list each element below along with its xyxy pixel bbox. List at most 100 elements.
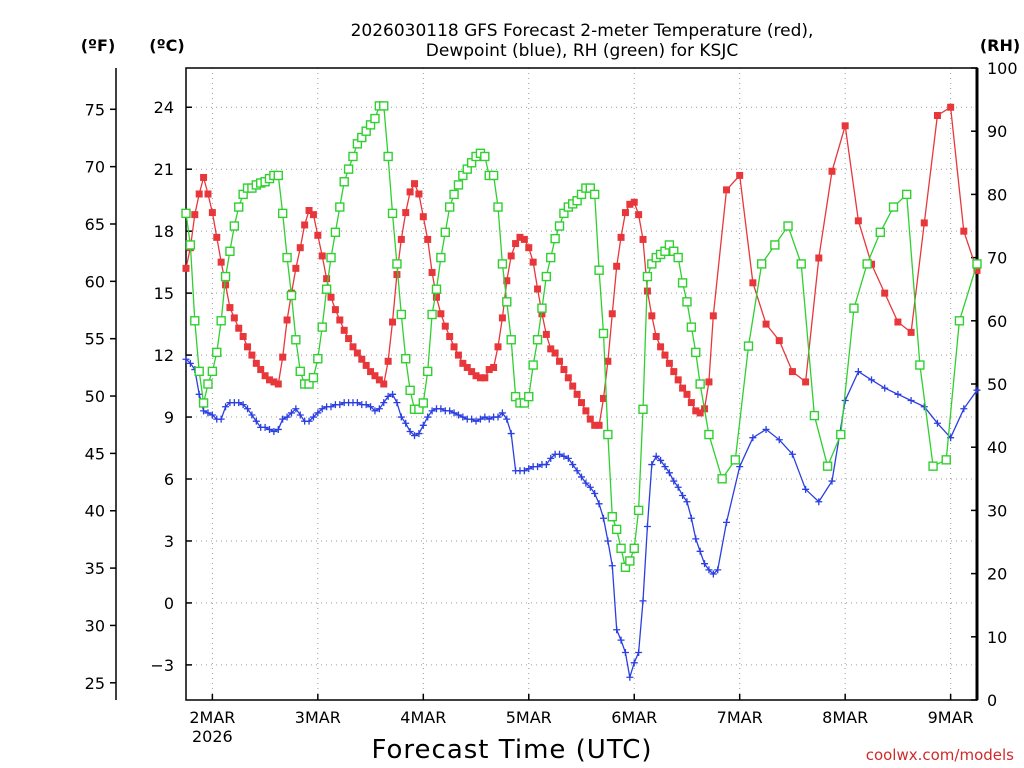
rh-tick-label: 40 bbox=[987, 438, 1007, 457]
temperature-point bbox=[296, 244, 304, 252]
rh-point bbox=[383, 151, 393, 162]
rh-tick-label: 60 bbox=[987, 312, 1007, 331]
rh-point bbox=[418, 398, 428, 408]
temperature-point bbox=[182, 264, 190, 272]
dewpoint-point bbox=[854, 368, 862, 376]
temperature-point bbox=[630, 198, 638, 206]
temperature-point bbox=[384, 357, 392, 365]
rh-point bbox=[330, 227, 341, 238]
dewpoint-point bbox=[595, 500, 603, 508]
dewpoint-point bbox=[560, 452, 568, 460]
dewpoint-point bbox=[503, 415, 511, 423]
dewpoint-point bbox=[468, 415, 476, 423]
rh-point bbox=[493, 202, 503, 212]
rh-point bbox=[616, 543, 626, 554]
temperature-point bbox=[617, 233, 625, 241]
dewpoint-point bbox=[406, 428, 414, 436]
dewpoint-point bbox=[244, 405, 252, 413]
temperature-point bbox=[578, 399, 585, 407]
rh-point bbox=[502, 297, 512, 307]
temperature-point bbox=[621, 209, 629, 217]
dewpoint-point bbox=[564, 454, 572, 462]
temperature-point bbox=[481, 374, 489, 382]
celsius-tick-label: 15 bbox=[154, 284, 174, 303]
rh-tick-label: 90 bbox=[987, 122, 1007, 141]
dewpoint-point bbox=[617, 636, 625, 644]
data-series bbox=[181, 101, 982, 681]
dewpoint-point bbox=[384, 392, 392, 400]
dewpoint-point bbox=[701, 560, 709, 568]
celsius-tick-label: 24 bbox=[154, 98, 174, 117]
rh-point bbox=[181, 208, 191, 219]
rh-point bbox=[282, 252, 292, 263]
rh-point bbox=[185, 240, 196, 250]
dewpoint-point bbox=[630, 659, 638, 667]
dewpoint-point bbox=[305, 417, 313, 425]
rh-point bbox=[638, 404, 648, 414]
dewpoint-point bbox=[665, 469, 673, 477]
rh-point bbox=[308, 372, 319, 383]
rh-tick-label: 50 bbox=[987, 375, 1007, 394]
dewpoint-point bbox=[643, 523, 651, 531]
dewpoint-point bbox=[608, 562, 616, 570]
temperature-point bbox=[696, 409, 704, 417]
temperature-point bbox=[520, 235, 528, 243]
dewpoint-point bbox=[547, 454, 555, 462]
rh-point bbox=[207, 366, 218, 377]
dewpoint-point bbox=[296, 411, 304, 419]
dewpoint-point bbox=[907, 397, 915, 405]
dewpoint-point bbox=[239, 401, 247, 409]
temperature-point bbox=[217, 258, 225, 266]
rh-tick-label: 30 bbox=[987, 501, 1007, 520]
chart-title-line-1: 2026030118 GFS Forecast 2-meter Temperat… bbox=[351, 21, 814, 41]
temperature-point bbox=[538, 310, 546, 318]
dewpoint-point bbox=[709, 570, 717, 578]
rh-point bbox=[611, 524, 622, 535]
rh-point bbox=[695, 379, 705, 389]
fahrenheit-tick-label: 60 bbox=[85, 272, 105, 291]
rh-point bbox=[704, 429, 714, 440]
dewpoint-point bbox=[274, 425, 282, 433]
dewpoint-point bbox=[683, 498, 691, 506]
dewpoint-point bbox=[397, 413, 405, 421]
temperature-point bbox=[257, 366, 265, 374]
fahrenheit-axis-unit: (ºF) bbox=[81, 36, 116, 55]
rh-point bbox=[550, 233, 560, 244]
rh-point bbox=[401, 354, 411, 364]
temperature-point bbox=[283, 316, 291, 324]
rh-point bbox=[537, 303, 547, 313]
rh-point bbox=[888, 202, 899, 212]
dewpoint-point bbox=[507, 430, 515, 438]
rh-point bbox=[229, 221, 240, 231]
temperature-point bbox=[261, 372, 269, 380]
dewpoint-point bbox=[389, 390, 397, 398]
rh-point bbox=[875, 227, 886, 238]
rh-point bbox=[370, 113, 380, 124]
temperature-point bbox=[599, 394, 607, 402]
dewpoint-line bbox=[185, 358, 978, 678]
dewpoint-point bbox=[696, 547, 704, 555]
temperature-point bbox=[542, 330, 550, 338]
temperature-point bbox=[402, 209, 410, 217]
temperature-point bbox=[450, 343, 458, 351]
temperature-line bbox=[185, 106, 978, 426]
rh-point bbox=[743, 341, 754, 351]
dewpoint-point bbox=[450, 409, 458, 417]
temperature-point bbox=[213, 233, 221, 241]
celsius-axis-unit: (ºC) bbox=[149, 36, 184, 55]
temperature-point bbox=[595, 421, 603, 429]
celsius-tick-label: 18 bbox=[154, 222, 174, 241]
dewpoint-point bbox=[327, 403, 335, 411]
x-tick-label: 7MAR bbox=[717, 708, 763, 727]
temperature-point bbox=[336, 316, 344, 324]
x-tick-label: 8MAR bbox=[822, 708, 868, 727]
temperature-point bbox=[454, 351, 462, 359]
temperature-point bbox=[265, 376, 273, 384]
temperature-point bbox=[248, 351, 256, 359]
temperature-point bbox=[582, 407, 590, 415]
dewpoint-point bbox=[933, 419, 941, 427]
rh-point bbox=[796, 259, 806, 269]
fahrenheit-tick-label: 35 bbox=[85, 559, 105, 578]
dewpoint-point bbox=[336, 401, 344, 409]
dewpoint-point bbox=[195, 390, 203, 398]
